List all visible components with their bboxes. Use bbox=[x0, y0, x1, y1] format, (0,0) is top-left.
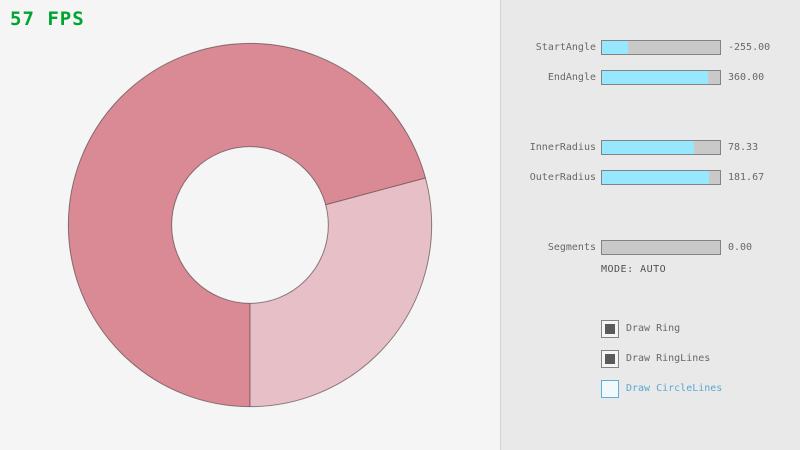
fps-counter: 57 FPS bbox=[10, 8, 85, 30]
checkbox-label: Draw Ring bbox=[626, 323, 681, 334]
ring-inner-outline bbox=[171, 146, 329, 304]
ring-boundary-line-start bbox=[325, 177, 426, 206]
end-angle-slider[interactable] bbox=[601, 70, 721, 85]
slider-label: OuterRadius bbox=[529, 172, 596, 183]
slider-row-inner-radius: InnerRadius 78.33 bbox=[501, 140, 800, 155]
draw-ringlines-checkbox[interactable] bbox=[601, 350, 619, 368]
draw-ring-checkbox[interactable] bbox=[601, 320, 619, 338]
slider-value: 78.33 bbox=[728, 142, 759, 153]
slider-value: 360.00 bbox=[728, 72, 765, 83]
checkbox-row-draw-circlelines[interactable]: Draw CircleLines bbox=[601, 380, 800, 398]
slider-label: EndAngle bbox=[547, 72, 596, 83]
segments-mode-text: MODE: AUTO bbox=[601, 264, 667, 275]
slider-row-end-angle: EndAngle 360.00 bbox=[501, 70, 800, 85]
slider-value: 0.00 bbox=[728, 242, 753, 253]
slider-label: InnerRadius bbox=[529, 142, 596, 153]
start-angle-slider[interactable] bbox=[601, 40, 721, 55]
checkbox-row-draw-ringlines[interactable]: Draw RingLines bbox=[601, 350, 800, 368]
slider-fill bbox=[602, 71, 709, 84]
slider-fill bbox=[602, 41, 628, 54]
controls-panel: StartAngle -255.00 EndAngle 360.00 Inner… bbox=[500, 0, 800, 450]
slider-value: -255.00 bbox=[728, 42, 771, 53]
slider-row-segments: Segments 0.00 bbox=[501, 240, 800, 255]
ring-light-sector bbox=[250, 177, 432, 407]
checkbox-label: Draw RingLines bbox=[626, 353, 711, 364]
checkbox-label: Draw CircleLines bbox=[626, 383, 723, 394]
draw-circlelines-checkbox[interactable] bbox=[601, 380, 619, 398]
segments-slider[interactable] bbox=[601, 240, 721, 255]
slider-row-outer-radius: OuterRadius 181.67 bbox=[501, 170, 800, 185]
slider-fill bbox=[602, 141, 695, 154]
inner-radius-slider[interactable] bbox=[601, 140, 721, 155]
outer-radius-slider[interactable] bbox=[601, 170, 721, 185]
slider-label: Segments bbox=[547, 242, 596, 253]
slider-row-start-angle: StartAngle -255.00 bbox=[501, 40, 800, 55]
checkbox-row-draw-ring[interactable]: Draw Ring bbox=[601, 320, 800, 338]
slider-fill bbox=[602, 171, 710, 184]
slider-value: 181.67 bbox=[728, 172, 765, 183]
slider-label: StartAngle bbox=[535, 42, 596, 53]
ring-chart bbox=[67, 42, 433, 408]
ring-outer-outline bbox=[67, 42, 433, 408]
